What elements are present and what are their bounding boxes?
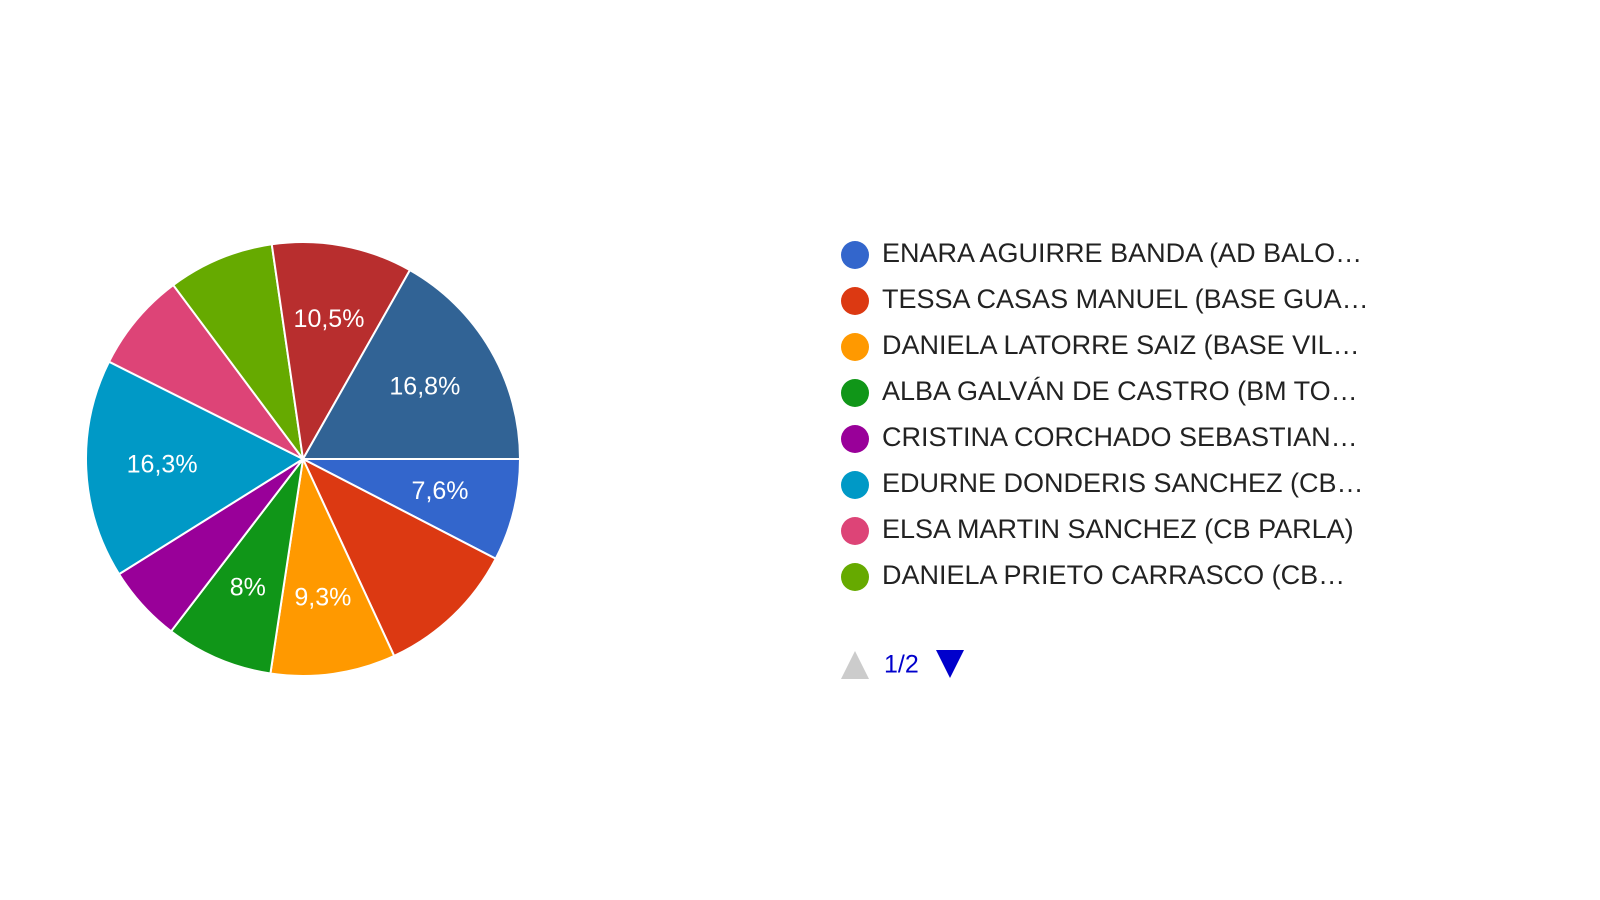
legend-marker — [841, 333, 869, 361]
pie-slice — [107, 283, 304, 460]
slice-label: 16,8% — [389, 373, 460, 401]
slice-label: 9,3% — [294, 583, 351, 611]
legend-label: ENARA AGUIRRE BANDA (AD BALO… — [882, 238, 1362, 268]
legend-label: DANIELA LATORRE SAIZ (BASE VIL… — [882, 330, 1360, 360]
pie-slice — [85, 360, 306, 576]
legend-marker — [841, 471, 869, 499]
pie-slice — [171, 243, 304, 460]
legend-marker — [841, 563, 869, 591]
legend-marker — [841, 241, 869, 269]
legend-label: ELSA MARTIN SANCHEZ (CB PARLA) — [882, 514, 1354, 544]
pager-prev[interactable] — [841, 651, 869, 679]
legend-label: ALBA GALVÁN DE CASTRO (BM TO… — [882, 376, 1358, 406]
legend-marker — [841, 379, 869, 407]
legend-label: DANIELA PRIETO CARRASCO (CB… — [882, 560, 1345, 590]
legend-marker — [841, 425, 869, 453]
slice-label: 10,5% — [294, 305, 365, 333]
pie-slice — [270, 241, 412, 463]
legend-label: EDURNE DONDERIS SANCHEZ (CB… — [882, 468, 1364, 498]
pie-slice — [301, 268, 522, 460]
slice-label: 8% — [230, 573, 266, 601]
legend-label: TESSA CASAS MANUEL (BASE GUA… — [882, 284, 1369, 314]
legend-label: CRISTINA CORCHADO SEBASTIAN… — [882, 422, 1358, 452]
pager-next[interactable] — [936, 650, 964, 678]
pie-slice — [300, 456, 498, 658]
pager-text: 1/2 — [884, 651, 919, 679]
legend-marker — [841, 517, 869, 545]
slice-label: 7,6% — [412, 477, 469, 505]
pie-slice — [169, 458, 304, 675]
pie-slice — [269, 455, 396, 677]
legend-marker — [841, 287, 869, 315]
pie-slice — [302, 458, 522, 561]
slice-label: 16,3% — [127, 450, 198, 478]
